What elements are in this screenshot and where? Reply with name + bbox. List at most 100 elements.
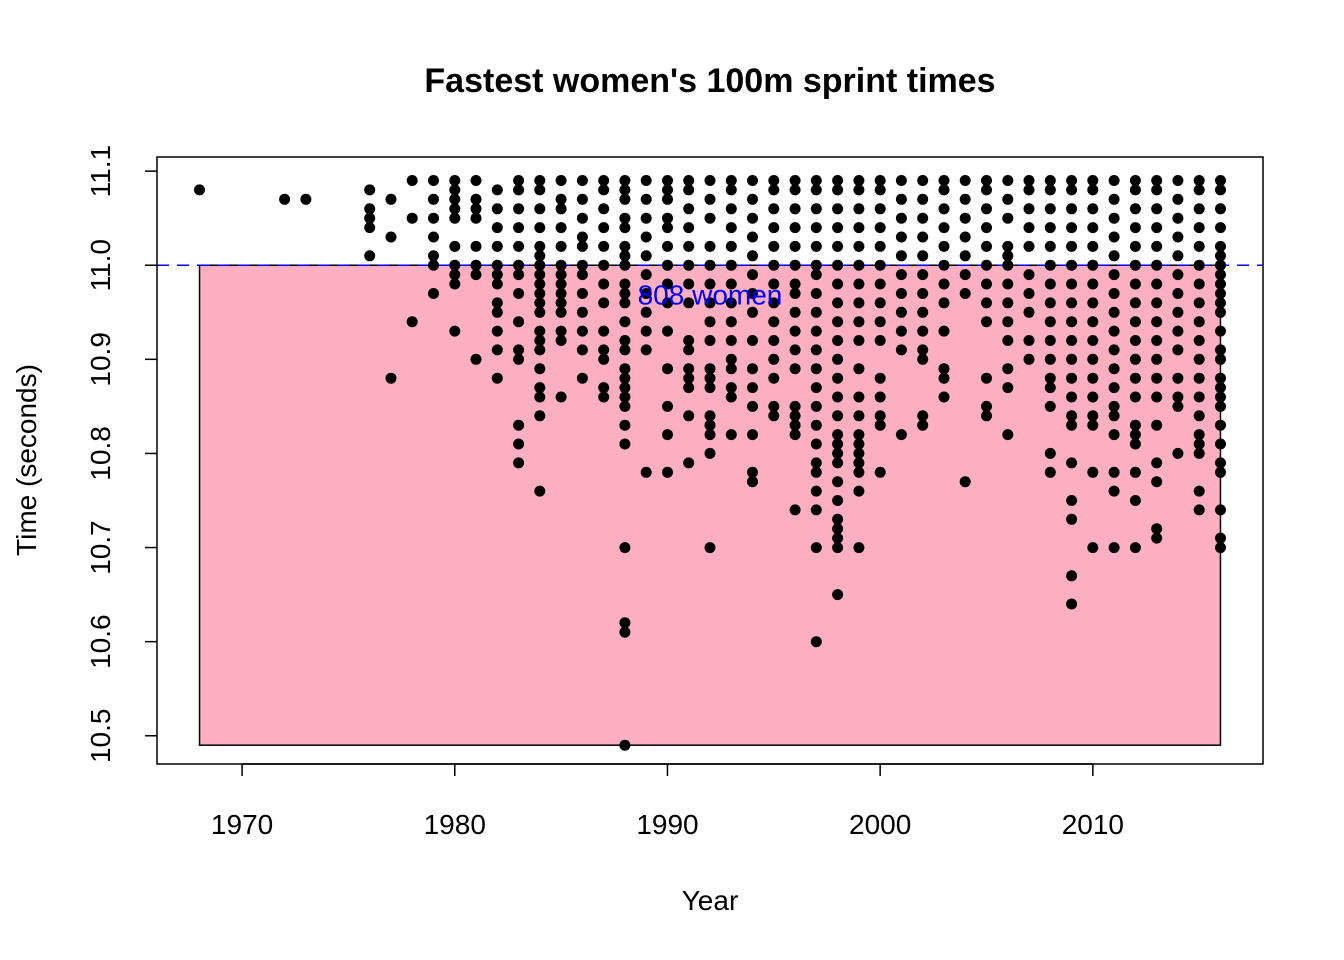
data-point — [662, 278, 673, 290]
data-point — [917, 212, 929, 224]
data-point — [619, 542, 631, 554]
data-point — [619, 278, 631, 290]
data-point — [810, 400, 822, 412]
x-axis-label: Year — [682, 885, 739, 916]
data-point — [1108, 306, 1120, 318]
data-point — [917, 250, 929, 262]
data-point — [725, 297, 737, 309]
data-point — [853, 240, 865, 252]
data-point — [662, 184, 673, 196]
data-point — [406, 316, 418, 328]
data-point — [981, 240, 992, 252]
data-point — [513, 175, 525, 186]
data-point — [1151, 175, 1163, 186]
data-point — [768, 222, 780, 234]
y-tick-label: 11.1 — [85, 145, 116, 197]
data-point — [683, 382, 695, 394]
data-point — [364, 250, 376, 262]
data-point — [747, 193, 758, 205]
data-point — [662, 466, 673, 478]
data-point — [1151, 297, 1163, 309]
data-point — [662, 325, 673, 337]
data-point — [768, 240, 780, 252]
data-point — [810, 485, 822, 497]
data-point — [853, 438, 865, 450]
x-tick-label: 1980 — [424, 809, 486, 840]
data-point — [428, 250, 439, 262]
data-point — [1172, 400, 1184, 412]
data-point — [1129, 353, 1141, 365]
data-point — [938, 391, 950, 403]
data-point — [470, 353, 482, 365]
data-point — [853, 363, 865, 375]
data-point — [683, 335, 695, 346]
data-point — [470, 212, 482, 224]
data-point — [1129, 495, 1141, 506]
data-point — [704, 335, 716, 346]
data-point — [1193, 485, 1205, 497]
data-point — [534, 184, 546, 196]
data-point — [789, 278, 801, 290]
data-point — [555, 175, 567, 186]
data-point — [1108, 212, 1120, 224]
data-point — [725, 316, 737, 328]
data-point — [1215, 504, 1226, 516]
data-point — [1215, 542, 1226, 554]
data-point — [810, 363, 822, 375]
data-point — [1215, 466, 1226, 478]
data-point — [619, 335, 631, 346]
data-point — [683, 363, 695, 375]
data-point — [917, 175, 929, 186]
data-point — [747, 288, 758, 299]
data-point — [810, 438, 822, 450]
data-point — [470, 240, 482, 252]
data-point — [1193, 438, 1205, 450]
data-point — [725, 382, 737, 394]
data-point — [619, 240, 631, 252]
data-point — [619, 288, 631, 299]
data-point — [683, 259, 695, 271]
data-point — [747, 335, 758, 346]
data-point — [832, 316, 844, 328]
data-point — [832, 278, 844, 290]
data-point — [194, 184, 205, 196]
data-point — [555, 240, 567, 252]
data-point — [534, 175, 546, 186]
data-point — [747, 250, 758, 262]
data-point — [1129, 259, 1141, 271]
data-point — [853, 259, 865, 271]
data-point — [1066, 259, 1078, 271]
data-point — [576, 288, 588, 299]
y-tick-label: 10.5 — [85, 709, 116, 764]
data-point — [1108, 175, 1120, 186]
data-point — [789, 175, 801, 186]
data-point — [449, 193, 461, 205]
data-point — [1023, 175, 1035, 186]
data-point — [810, 269, 822, 281]
data-point — [917, 410, 929, 422]
data-point — [449, 175, 461, 186]
data-point — [619, 344, 631, 356]
data-point — [1044, 222, 1056, 234]
data-point — [832, 259, 844, 271]
data-point — [917, 325, 929, 337]
data-point — [534, 259, 546, 271]
data-point — [853, 410, 865, 422]
data-point — [1002, 175, 1014, 186]
data-point — [725, 222, 737, 234]
data-point — [662, 363, 673, 375]
data-point — [1129, 297, 1141, 309]
data-point — [385, 372, 397, 384]
data-point — [725, 259, 737, 271]
data-point — [768, 400, 780, 412]
data-point — [810, 259, 822, 271]
data-point — [449, 325, 461, 337]
data-point — [832, 476, 844, 488]
data-point — [576, 269, 588, 281]
data-point — [598, 344, 610, 356]
data-point — [1087, 278, 1099, 290]
data-point — [938, 184, 950, 196]
data-point — [1215, 419, 1226, 431]
data-point — [1193, 259, 1205, 271]
data-point — [1151, 476, 1163, 488]
